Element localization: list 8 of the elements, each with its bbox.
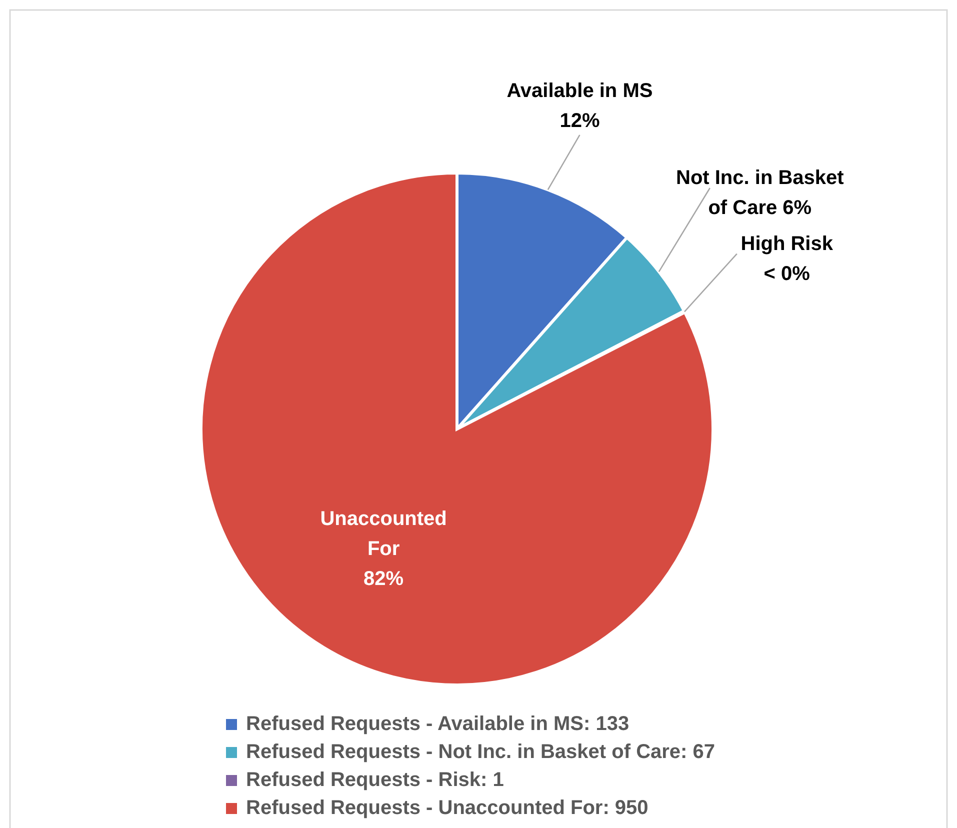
- legend-label: Refused Requests - Not Inc. in Basket of Care: 67: [246, 741, 716, 763]
- data-label: Not Inc. in Basket of Care 6%: [676, 166, 844, 219]
- data-label: High Risk < 0%: [740, 232, 834, 285]
- legend-label: Refused Requests - Available in MS: 133: [246, 713, 630, 735]
- data-label: Unaccounted For 82%: [320, 508, 447, 590]
- data-label: Available in MS 12%: [506, 80, 653, 132]
- legend-label: Refused Requests - Risk: 1: [246, 769, 504, 791]
- legend-label: Refused Requests - Unaccounted For: 950: [246, 797, 648, 819]
